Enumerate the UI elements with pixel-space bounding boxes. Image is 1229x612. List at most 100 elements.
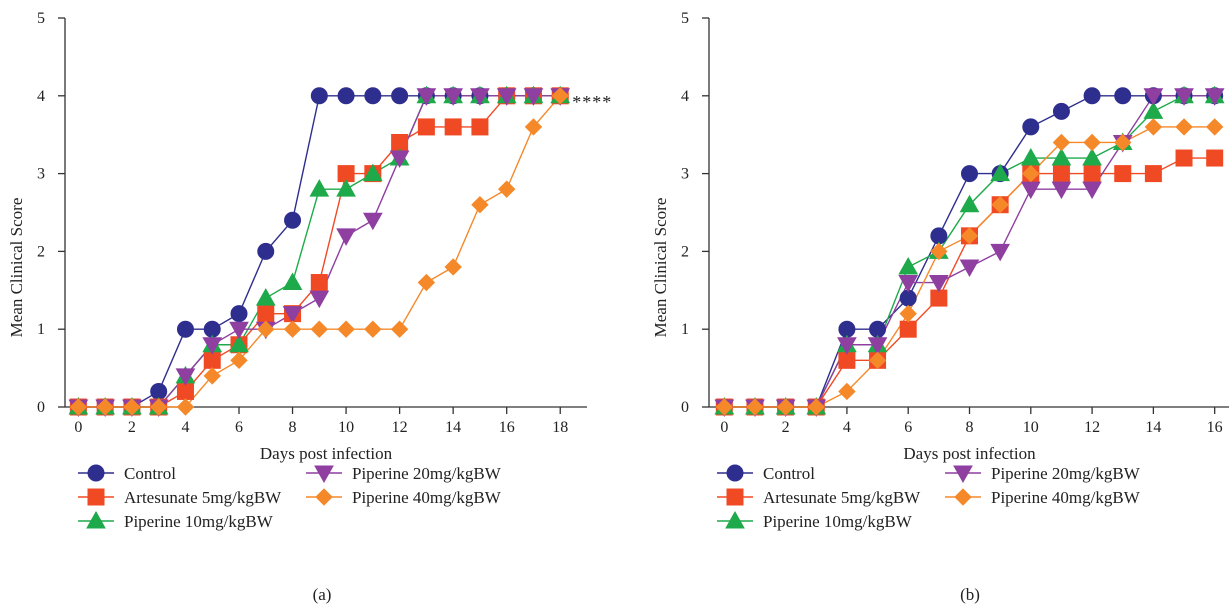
legend-marker xyxy=(87,464,105,482)
data-point xyxy=(364,320,382,338)
y-tick-label: 3 xyxy=(681,166,689,183)
legend-label: Piperine 40mg/kgBW xyxy=(352,488,502,507)
legend-label: Piperine 20mg/kgBW xyxy=(991,464,1141,483)
data-point xyxy=(1052,102,1070,120)
data-point xyxy=(389,150,410,169)
data-point xyxy=(255,288,276,306)
series-line-3 xyxy=(78,95,561,408)
data-point xyxy=(1174,88,1194,106)
series-line-0 xyxy=(78,95,561,408)
data-point xyxy=(715,398,734,416)
y-tick-label: 5 xyxy=(681,10,689,27)
data-point xyxy=(1175,149,1193,167)
data-point xyxy=(310,87,328,105)
data-point xyxy=(1082,148,1102,166)
data-point xyxy=(175,368,196,386)
x-tick-label: 10 xyxy=(1023,419,1039,436)
data-point xyxy=(417,273,436,292)
legend-marker xyxy=(726,488,744,506)
data-point xyxy=(337,320,355,338)
data-point xyxy=(176,398,195,416)
data-point xyxy=(310,320,329,338)
data-point xyxy=(1204,88,1225,106)
x-tick-label: 18 xyxy=(552,419,568,436)
x-tick-label: 14 xyxy=(1145,419,1161,436)
data-point xyxy=(898,275,919,293)
data-point xyxy=(362,163,383,182)
data-point xyxy=(284,211,302,229)
data-point xyxy=(1114,165,1132,183)
series-line-3 xyxy=(724,95,1215,408)
x-tick-label: 12 xyxy=(1084,419,1100,436)
data-point xyxy=(838,382,856,401)
data-point xyxy=(229,321,249,340)
data-point xyxy=(1114,133,1132,152)
legend-label: Piperine 20mg/kgBW xyxy=(352,464,502,483)
x-axis-title: Days post infection xyxy=(903,444,1036,463)
data-point xyxy=(961,165,978,183)
data-point xyxy=(524,118,543,136)
data-point xyxy=(837,337,857,355)
data-point xyxy=(899,304,917,323)
x-tick-label: 8 xyxy=(966,419,974,436)
series-line-1 xyxy=(78,95,561,408)
data-point xyxy=(443,88,464,106)
data-point xyxy=(364,87,382,105)
data-point xyxy=(416,88,437,106)
data-point xyxy=(149,398,168,416)
x-tick-label: 4 xyxy=(843,419,851,436)
data-point xyxy=(1083,87,1101,105)
x-tick-label: 0 xyxy=(720,419,728,436)
y-tick-label: 5 xyxy=(37,10,45,27)
data-point xyxy=(96,398,114,416)
data-point xyxy=(1083,133,1101,152)
data-point xyxy=(257,305,275,323)
data-point xyxy=(123,398,141,416)
data-point xyxy=(336,228,356,246)
data-point xyxy=(1082,181,1102,200)
data-point xyxy=(928,275,949,293)
legend-label: Control xyxy=(124,464,176,483)
data-point xyxy=(1051,148,1072,166)
legend-item: Control xyxy=(78,464,176,483)
x-tick-label: 12 xyxy=(392,419,408,436)
data-point xyxy=(257,242,275,260)
legend-item: Piperine 40mg/kgBW xyxy=(945,488,1141,507)
x-tick-label: 0 xyxy=(74,419,82,436)
legend-item: Piperine 20mg/kgBW xyxy=(945,464,1141,484)
y-tick-label: 0 xyxy=(681,399,689,416)
data-point xyxy=(899,320,917,338)
x-tick-label: 16 xyxy=(499,419,515,436)
data-point xyxy=(1143,88,1164,106)
data-point xyxy=(868,351,887,370)
legend-marker xyxy=(953,465,973,484)
data-point xyxy=(69,398,88,416)
data-point xyxy=(282,306,303,324)
x-tick-label: 16 xyxy=(1207,419,1223,436)
x-tick-label: 2 xyxy=(782,419,790,436)
data-point xyxy=(1020,181,1041,200)
data-point xyxy=(991,196,1009,214)
data-point xyxy=(176,320,194,338)
legend-item: Control xyxy=(717,464,815,483)
data-point xyxy=(337,87,355,105)
x-tick-label: 6 xyxy=(235,419,243,436)
legend-item: Artesunate 5mg/kgBW xyxy=(717,488,921,507)
x-tick-label: 4 xyxy=(181,419,189,436)
data-point xyxy=(336,179,356,197)
legend-marker xyxy=(726,464,744,482)
panel-label: (b) xyxy=(960,585,980,604)
data-point xyxy=(523,88,544,106)
y-tick-label: 4 xyxy=(37,88,45,105)
legend-marker xyxy=(314,465,334,484)
data-point xyxy=(990,243,1011,262)
data-point xyxy=(959,194,980,213)
data-point xyxy=(1114,87,1132,105)
legend-marker xyxy=(315,488,333,506)
legend: Control Artesunate 5mg/kgBW Piperine 10mg/… xyxy=(78,464,502,531)
legend-item: Artesunate 5mg/kgBW xyxy=(78,488,282,507)
data-point xyxy=(309,290,330,309)
